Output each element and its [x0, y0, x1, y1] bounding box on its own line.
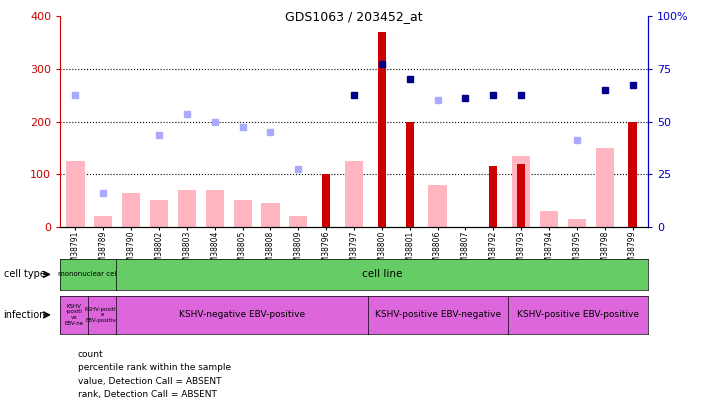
Bar — [595, 148, 614, 227]
Text: cell line: cell line — [362, 269, 402, 279]
Bar — [345, 161, 363, 227]
Bar — [628, 122, 636, 227]
Text: percentile rank within the sample: percentile rank within the sample — [78, 363, 231, 372]
Bar — [234, 200, 251, 227]
Bar — [512, 156, 530, 227]
Bar — [377, 32, 386, 227]
Bar — [67, 161, 84, 227]
Text: cell type: cell type — [4, 269, 45, 279]
Bar — [178, 190, 196, 227]
Bar — [489, 166, 498, 227]
Text: KSHV-positiv
e
EBV-positive: KSHV-positiv e EBV-positive — [85, 307, 120, 323]
Text: infection: infection — [4, 310, 46, 320]
Bar — [568, 219, 586, 227]
Text: GDS1063 / 203452_at: GDS1063 / 203452_at — [285, 10, 423, 23]
Text: rank, Detection Call = ABSENT: rank, Detection Call = ABSENT — [78, 390, 217, 399]
Text: KSHV-positive EBV-negative: KSHV-positive EBV-negative — [375, 310, 501, 320]
Bar — [261, 203, 280, 227]
Bar — [150, 200, 168, 227]
Bar — [94, 216, 113, 227]
Bar — [290, 216, 307, 227]
Text: KSHV
-positi
ve
EBV-ne: KSHV -positi ve EBV-ne — [64, 304, 84, 326]
Bar — [406, 122, 414, 227]
Text: KSHV-positive EBV-positive: KSHV-positive EBV-positive — [517, 310, 639, 320]
Text: KSHV-negative EBV-positive: KSHV-negative EBV-positive — [179, 310, 305, 320]
Text: mononuclear cell: mononuclear cell — [58, 271, 118, 277]
Text: count: count — [78, 350, 103, 359]
Bar — [206, 190, 224, 227]
Bar — [428, 185, 447, 227]
Bar — [322, 174, 331, 227]
Text: value, Detection Call = ABSENT: value, Detection Call = ABSENT — [78, 377, 222, 386]
Bar — [122, 193, 140, 227]
Bar — [540, 211, 558, 227]
Bar — [517, 164, 525, 227]
